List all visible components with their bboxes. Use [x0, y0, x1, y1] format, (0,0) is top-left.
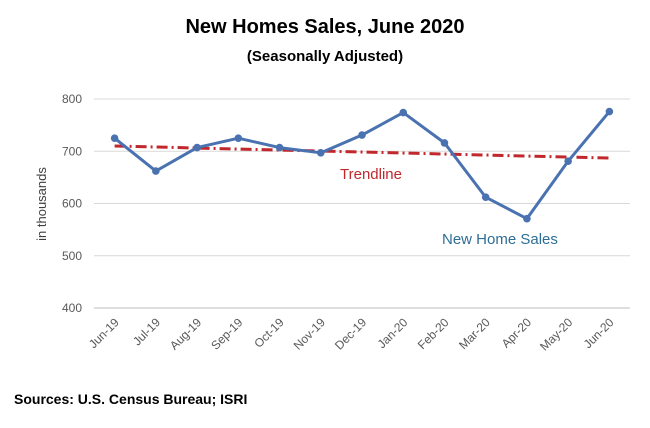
new-home-sales-series — [110, 107, 614, 223]
y-tick-label: 600 — [62, 197, 82, 211]
y-tick-label: 500 — [62, 249, 82, 263]
series-annotation: New Home Sales — [442, 231, 558, 248]
y-tick-label: 400 — [62, 301, 82, 315]
x-tick-label: Jul-19 — [130, 315, 163, 348]
trendline — [114, 144, 610, 160]
data-point — [316, 149, 325, 157]
data-point — [605, 107, 614, 116]
data-point — [399, 108, 408, 117]
data-point — [440, 139, 449, 147]
data-point — [275, 143, 284, 152]
x-tick-label: May-20 — [537, 315, 575, 353]
data-point — [358, 131, 366, 139]
y-tick-label: 800 — [62, 92, 82, 106]
y-axis-label: in thousands — [34, 167, 49, 241]
x-axis-ticks: Jun-19 Jul-19 Aug-19 Sep-19 Oct-19 Nov-19 Dec-… — [86, 315, 617, 353]
x-tick-label: Apr-20 — [499, 315, 535, 351]
data-point — [193, 143, 201, 152]
data-point — [110, 134, 119, 142]
source-note: Sources: U.S. Census Bureau; ISRI — [14, 391, 248, 407]
y-axis-ticks: 400 500 600 700 800 — [62, 92, 82, 315]
data-point — [564, 157, 572, 165]
chart-title: New Homes Sales, June 2020 — [185, 16, 464, 38]
x-tick-label: Feb-20 — [415, 315, 452, 352]
gridlines — [94, 98, 630, 309]
trendline-annotation: Trendline — [340, 166, 402, 183]
trendline-series — [114, 144, 610, 160]
x-tick-label: Dec-19 — [332, 315, 369, 352]
data-point — [234, 134, 243, 142]
x-tick-label: Mar-20 — [456, 315, 493, 352]
chart-subtitle: (Seasonally Adjusted) — [247, 48, 403, 65]
data-point — [152, 167, 160, 175]
x-tick-label: Oct-19 — [251, 315, 287, 351]
x-tick-label: Jun-20 — [581, 315, 617, 351]
x-tick-label: Jan-20 — [375, 315, 411, 351]
data-point — [481, 193, 490, 202]
x-tick-label: Nov-19 — [291, 315, 328, 352]
data-point — [523, 214, 531, 223]
x-tick-label: Aug-19 — [167, 315, 204, 352]
x-tick-label: Sep-19 — [208, 315, 245, 352]
y-tick-label: 700 — [62, 144, 82, 158]
x-tick-label: Jun-19 — [86, 315, 122, 351]
